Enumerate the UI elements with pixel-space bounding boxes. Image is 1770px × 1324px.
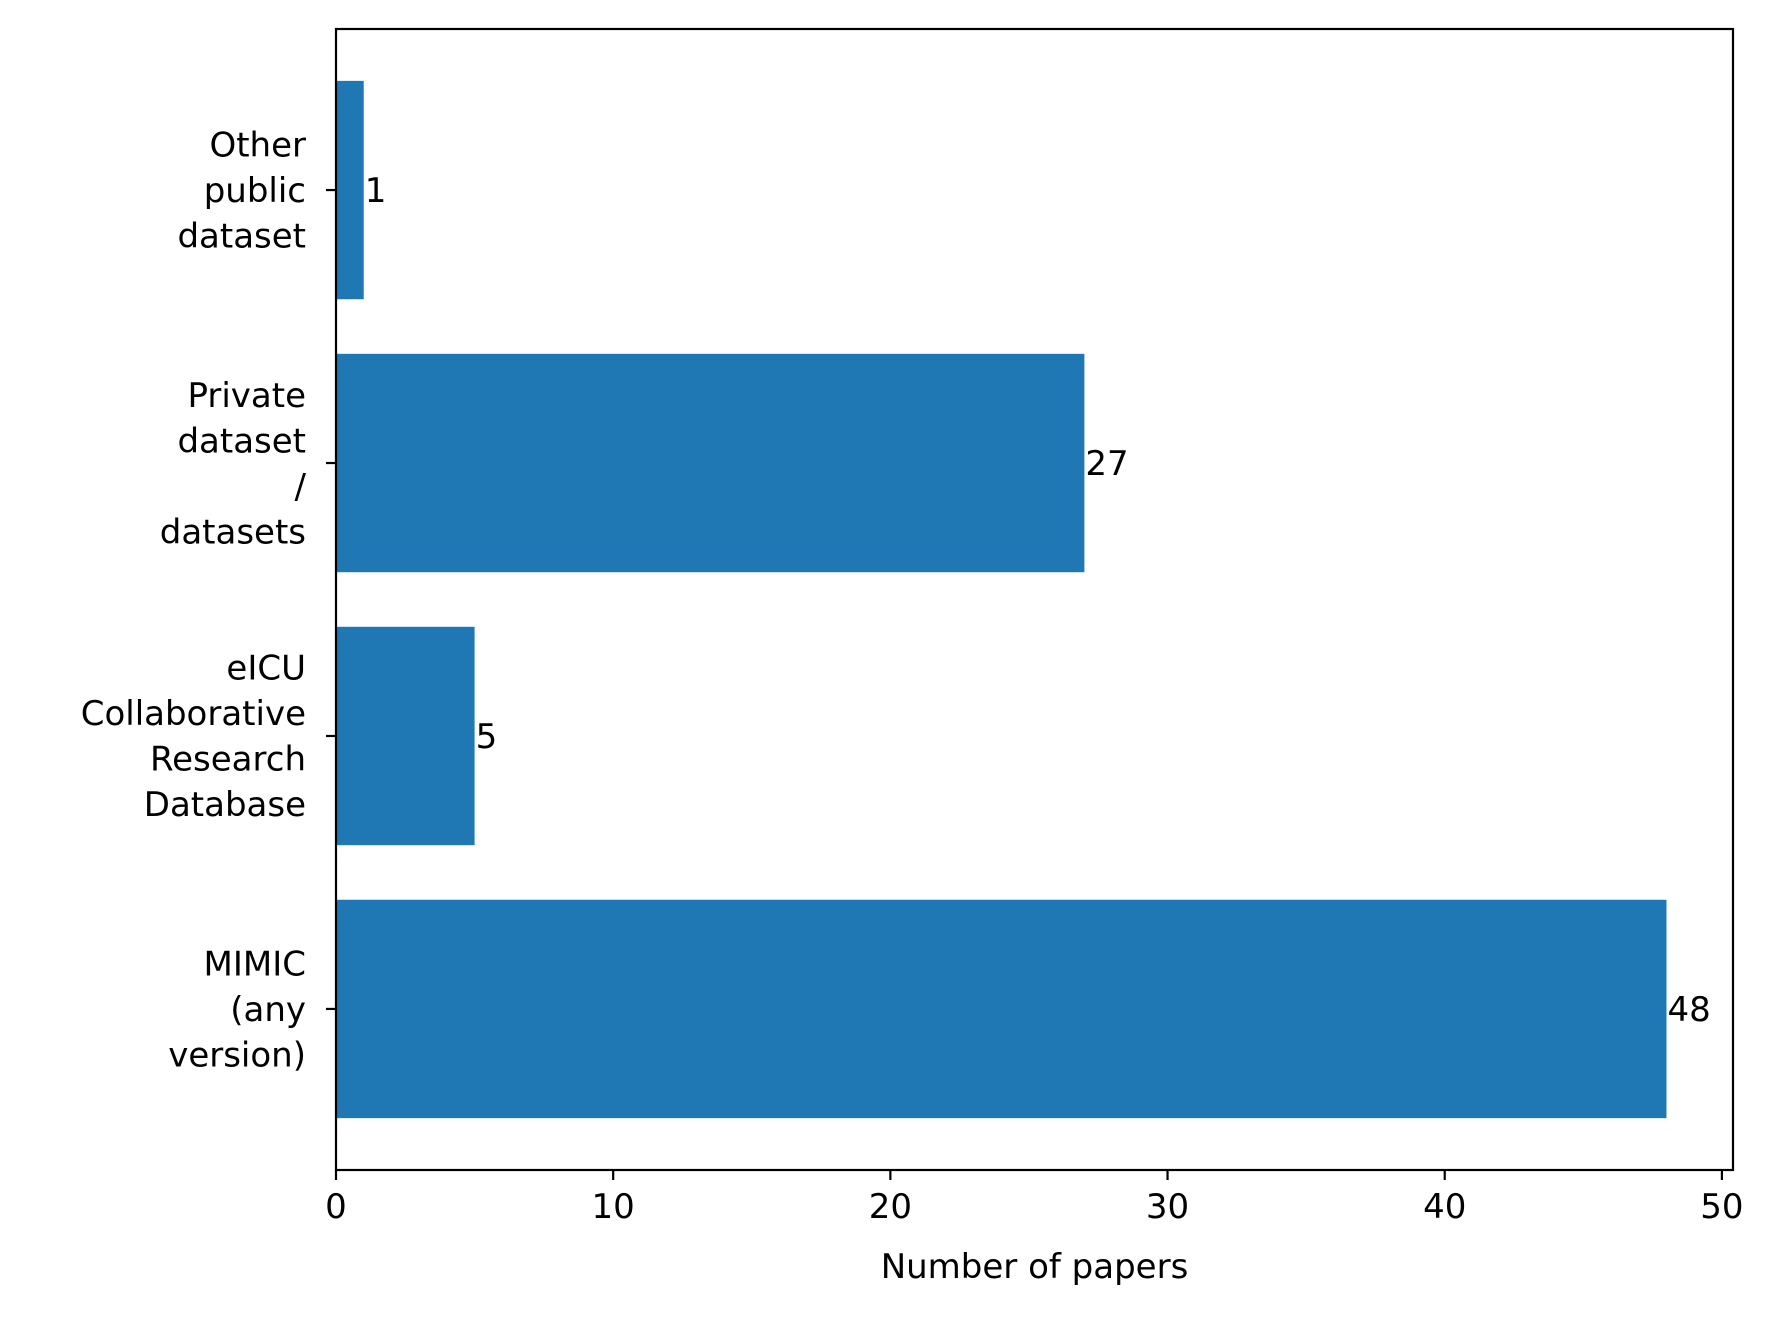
y-tick-label-line: Private xyxy=(187,376,306,416)
x-tick-label-5: 50 xyxy=(1700,1187,1743,1227)
y-tick-label-line: Database xyxy=(144,785,306,825)
x-tick-label-0: 0 xyxy=(325,1187,347,1227)
x-tick-label-3: 30 xyxy=(1146,1187,1189,1227)
y-tick-label-1: eICU Collaborative Research Database xyxy=(81,649,306,826)
y-tick-label-line: eICU xyxy=(226,649,306,689)
y-tick-label-line: MIMIC xyxy=(204,944,306,984)
y-tick-label-line: version) xyxy=(168,1035,306,1075)
y-tick-label-line: dataset xyxy=(177,421,306,461)
y-tick-label-line: (any xyxy=(230,990,306,1030)
bars-layer xyxy=(336,80,1667,1119)
x-tick-label-1: 10 xyxy=(592,1187,635,1227)
bar-1 xyxy=(336,626,475,846)
bar-0 xyxy=(336,899,1667,1119)
bar-value-label-0: 48 xyxy=(1667,990,1710,1030)
x-tick-label-4: 40 xyxy=(1423,1187,1466,1227)
plot-frame xyxy=(334,27,1735,1172)
y-tick-label-line: Other xyxy=(209,126,306,166)
y-tick-label-line: / xyxy=(295,467,307,507)
y-tick-label-0: MIMIC (any version) xyxy=(168,944,306,1075)
bar-value-label-1: 5 xyxy=(476,717,498,757)
y-tick-label-line: datasets xyxy=(160,512,306,552)
bar-value-label-3: 1 xyxy=(365,171,387,211)
y-axis-ticks: MIMIC (any version) eICU Collaborative Resear… xyxy=(81,126,336,1075)
x-axis-label: Number of papers xyxy=(881,1247,1189,1287)
value-labels-layer: 48 5 27 1 xyxy=(365,171,1711,1030)
y-tick-label-line: public xyxy=(204,171,306,211)
bar-value-label-2: 27 xyxy=(1085,444,1128,484)
x-tick-label-2: 20 xyxy=(869,1187,912,1227)
bar-2 xyxy=(336,353,1085,573)
x-axis-ticks: 0 10 20 30 40 50 xyxy=(325,1170,1744,1227)
y-tick-label-3: Other public dataset xyxy=(177,126,306,257)
y-tick-label-line: Collaborative xyxy=(81,694,306,734)
y-tick-label-2: Private dataset / datasets xyxy=(160,376,307,552)
bar-3 xyxy=(336,80,364,300)
y-tick-label-line: dataset xyxy=(177,217,306,257)
y-tick-label-line: Research xyxy=(150,740,306,780)
